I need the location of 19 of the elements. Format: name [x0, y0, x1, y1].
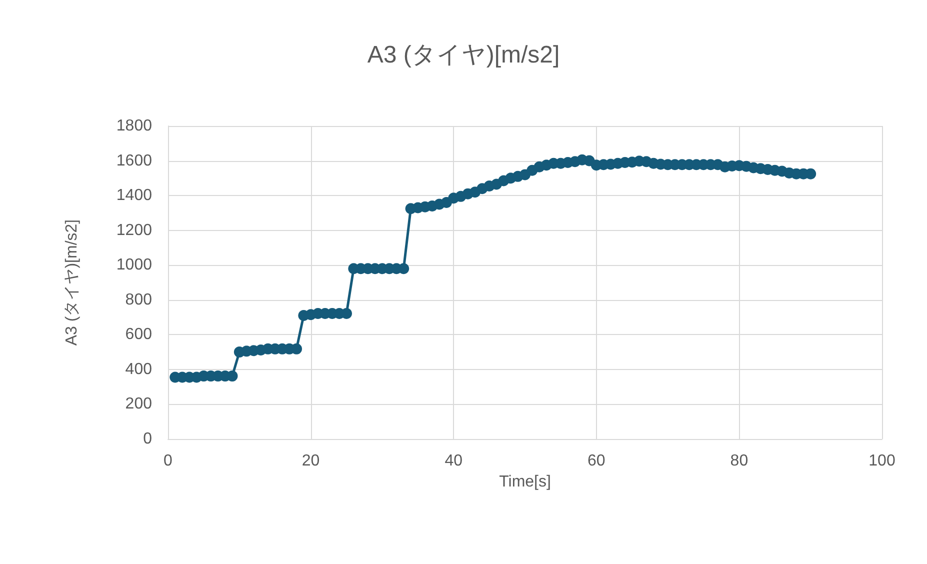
x-tick-label: 100	[868, 452, 896, 470]
x-tick-label: 40	[444, 452, 463, 470]
y-tick-label: 1000	[116, 256, 152, 274]
y-tick-label: 1600	[116, 152, 152, 170]
x-tick-label: 80	[730, 452, 748, 470]
y-axis-title: A3 (タイヤ)[m/s2]	[64, 219, 80, 346]
chart-title: A3 (タイヤ)[m/s2]	[367, 42, 560, 68]
x-tick-label: 0	[164, 452, 173, 470]
y-tick-label: 200	[125, 396, 152, 413]
y-tick-label: 400	[125, 360, 152, 378]
x-tick-label: 60	[588, 452, 606, 470]
y-tick-label: 1400	[116, 187, 152, 204]
x-axis-title: Time[s]	[499, 473, 551, 490]
y-tick-label: 1200	[116, 222, 152, 239]
y-tick-label: 800	[125, 291, 152, 308]
x-tick-label: 20	[302, 452, 320, 470]
y-tick-label: 0	[143, 430, 152, 448]
y-tick-label: 600	[125, 326, 152, 344]
y-tick-label: 1800	[116, 118, 152, 134]
